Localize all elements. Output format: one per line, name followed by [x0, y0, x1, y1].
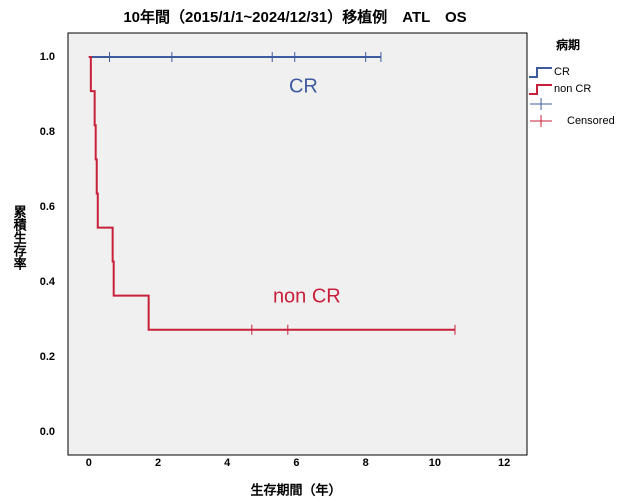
chart-title: 10年間（2015/1/1~2024/12/31）移植例 ATL OS	[123, 8, 466, 26]
y-tick-label: 0.2	[40, 351, 55, 363]
y-tick-label: 0.0	[40, 426, 55, 438]
x-tick-label: 4	[224, 457, 231, 469]
legend-label: non CR	[554, 83, 591, 95]
legend-label: CR	[554, 66, 570, 78]
x-tick-label: 10	[429, 457, 441, 469]
legend-swatch	[529, 84, 552, 95]
x-tick-label: 8	[363, 457, 369, 469]
x-tick-label: 12	[498, 457, 510, 469]
x-axis-label: 生存期間（年）	[250, 482, 341, 497]
x-tick-label: 2	[155, 457, 161, 469]
y-tick-label: 0.4	[40, 276, 56, 288]
legend-title: 病期	[556, 37, 580, 52]
legend-swatch	[529, 67, 552, 78]
plot-area	[67, 32, 528, 456]
y-tick-label: 0.8	[40, 126, 55, 138]
y-tick-label: 0.6	[40, 201, 55, 213]
curve-label: CR	[289, 75, 318, 97]
legend-censored-label: Censored	[567, 115, 615, 127]
x-tick-label: 0	[86, 457, 92, 469]
x-tick-label: 6	[293, 457, 299, 469]
curve-label: non CR	[273, 285, 341, 307]
y-tick-label: 1.0	[40, 51, 55, 63]
survival-curve	[88, 56, 455, 331]
y-axis-label: 累積生存率	[12, 204, 28, 271]
